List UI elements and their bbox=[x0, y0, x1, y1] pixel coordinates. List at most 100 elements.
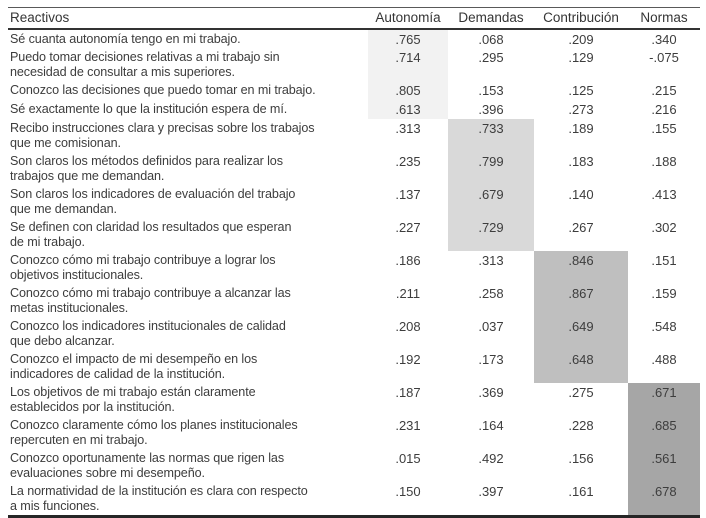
loading-cell: .068 bbox=[478, 32, 504, 47]
loading-cell: .275 bbox=[568, 385, 594, 400]
loading-cell: .273 bbox=[568, 102, 594, 117]
table-row: La normatividad de la institución es cla… bbox=[8, 482, 700, 517]
loading-cell: .227 bbox=[395, 220, 421, 235]
loading-cell: .140 bbox=[568, 187, 594, 202]
loading-cell: .137 bbox=[395, 187, 421, 202]
table-row: Los objetivos de mi trabajo están claram… bbox=[8, 383, 700, 416]
loading-cell: .037 bbox=[478, 319, 504, 334]
reactivo-cell: Conozco claramente cómo los planes insti… bbox=[10, 418, 298, 447]
reactivo-cell: Los objetivos de mi trabajo están claram… bbox=[10, 385, 256, 414]
table-row: Sé cuanta autonomía tengo en mi trabajo.… bbox=[8, 29, 700, 48]
loading-cell: .302 bbox=[651, 220, 677, 235]
loading-cell: .183 bbox=[568, 154, 594, 169]
loading-cell-highlighted: .867 bbox=[534, 284, 628, 317]
table-row: Conozco claramente cómo los planes insti… bbox=[8, 416, 700, 449]
table-row: Conozco oportunamente las normas que rig… bbox=[8, 449, 700, 482]
loading-cell-highlighted: .799 bbox=[448, 152, 534, 185]
loading-cell: .155 bbox=[651, 121, 677, 136]
loading-cell-highlighted: .733 bbox=[448, 119, 534, 152]
loading-cell: -.075 bbox=[649, 50, 679, 65]
table-row: Sé exactamente lo que la institución esp… bbox=[8, 100, 700, 119]
table-row: Conozco cómo mi trabajo contribuye a log… bbox=[8, 251, 700, 284]
loading-cell-highlighted: .678 bbox=[628, 482, 700, 517]
reactivo-cell: Conozco cómo mi trabajo contribuye a alc… bbox=[10, 286, 291, 315]
loading-cell: .340 bbox=[651, 32, 677, 47]
table-row: Conozco cómo mi trabajo contribuye a alc… bbox=[8, 284, 700, 317]
loading-cell-highlighted: .561 bbox=[628, 449, 700, 482]
reactivo-cell: Puedo tomar decisiones relativas a mi tr… bbox=[10, 50, 280, 79]
loading-cell: .159 bbox=[651, 286, 677, 301]
loading-cell: .492 bbox=[478, 451, 504, 466]
column-header-reactivos: Reactivos bbox=[8, 7, 368, 30]
factor-loadings-table-wrap: Reactivos Autonomía Demandas Contribució… bbox=[8, 7, 700, 518]
loading-cell: .150 bbox=[395, 484, 421, 499]
loading-cell: .173 bbox=[478, 352, 504, 367]
loading-cell-highlighted: .846 bbox=[534, 251, 628, 284]
column-header-demandas: Demandas bbox=[448, 7, 534, 30]
reactivo-cell: Conozco el impacto de mi desempeño en lo… bbox=[10, 352, 258, 381]
loading-cell: .258 bbox=[478, 286, 504, 301]
reactivo-cell: Sé cuanta autonomía tengo en mi trabajo. bbox=[10, 32, 241, 46]
loading-cell: .192 bbox=[395, 352, 421, 367]
loading-cell: .215 bbox=[651, 83, 677, 98]
loading-cell: .164 bbox=[478, 418, 504, 433]
reactivo-cell: Son claros los métodos definidos para re… bbox=[10, 154, 283, 183]
loading-cell: .208 bbox=[395, 319, 421, 334]
table-body: Sé cuanta autonomía tengo en mi trabajo.… bbox=[8, 29, 700, 517]
loading-cell: .369 bbox=[478, 385, 504, 400]
reactivo-cell: Sé exactamente lo que la institución esp… bbox=[10, 102, 288, 116]
table-row: Conozco las decisiones que puedo tomar e… bbox=[8, 81, 700, 100]
column-header-contribucion: Contribución bbox=[534, 7, 628, 30]
loading-cell: .156 bbox=[568, 451, 594, 466]
loading-cell-highlighted: .805 bbox=[368, 81, 448, 100]
loading-cell: .295 bbox=[478, 50, 504, 65]
loading-cell: .216 bbox=[651, 102, 677, 117]
table-row: Son claros los métodos definidos para re… bbox=[8, 152, 700, 185]
loading-cell: .228 bbox=[568, 418, 594, 433]
loading-cell: .209 bbox=[568, 32, 594, 47]
loading-cell: .397 bbox=[478, 484, 504, 499]
loading-cell-highlighted: .685 bbox=[628, 416, 700, 449]
loading-cell: .396 bbox=[478, 102, 504, 117]
table-row: Puedo tomar decisiones relativas a mi tr… bbox=[8, 48, 700, 81]
table-row: Se definen con claridad los resultados q… bbox=[8, 218, 700, 251]
loading-cell-highlighted: .714 bbox=[368, 48, 448, 81]
loading-cell: .548 bbox=[651, 319, 677, 334]
loading-cell: .189 bbox=[568, 121, 594, 136]
loading-cell: .488 bbox=[651, 352, 677, 367]
loading-cell: .313 bbox=[395, 121, 421, 136]
loading-cell: .231 bbox=[395, 418, 421, 433]
loading-cell: .313 bbox=[478, 253, 504, 268]
loading-cell-highlighted: .648 bbox=[534, 350, 628, 383]
loading-cell: .186 bbox=[395, 253, 421, 268]
factor-loadings-table: Reactivos Autonomía Demandas Contribució… bbox=[8, 7, 700, 518]
reactivo-cell: Conozco cómo mi trabajo contribuye a log… bbox=[10, 253, 276, 282]
loading-cell: .125 bbox=[568, 83, 594, 98]
loading-cell: .211 bbox=[395, 286, 421, 301]
loading-cell: .235 bbox=[395, 154, 421, 169]
reactivo-cell: Se definen con claridad los resultados q… bbox=[10, 220, 292, 249]
reactivo-cell: Conozco los indicadores institucionales … bbox=[10, 319, 286, 348]
reactivo-cell: La normatividad de la institución es cla… bbox=[10, 484, 308, 513]
table-row: Son claros los indicadores de evaluación… bbox=[8, 185, 700, 218]
loading-cell-highlighted: .649 bbox=[534, 317, 628, 350]
column-header-autonomia: Autonomía bbox=[368, 7, 448, 30]
column-header-normas: Normas bbox=[628, 7, 700, 30]
table-row: Conozco los indicadores institucionales … bbox=[8, 317, 700, 350]
loading-cell: .188 bbox=[651, 154, 677, 169]
loading-cell-highlighted: .613 bbox=[368, 100, 448, 119]
loading-cell: .015 bbox=[395, 451, 421, 466]
loading-cell: .187 bbox=[395, 385, 421, 400]
loading-cell-highlighted: .679 bbox=[448, 185, 534, 218]
loading-cell-highlighted: .765 bbox=[368, 29, 448, 48]
loading-cell: .129 bbox=[568, 50, 594, 65]
loading-cell: .151 bbox=[651, 253, 677, 268]
table-row: Recibo instrucciones clara y precisas so… bbox=[8, 119, 700, 152]
table-row: Conozco el impacto de mi desempeño en lo… bbox=[8, 350, 700, 383]
reactivo-cell: Son claros los indicadores de evaluación… bbox=[10, 187, 296, 216]
loading-cell: .161 bbox=[568, 484, 594, 499]
loading-cell: .267 bbox=[568, 220, 594, 235]
loading-cell: .413 bbox=[651, 187, 677, 202]
loading-cell-highlighted: .729 bbox=[448, 218, 534, 251]
loading-cell-highlighted: .671 bbox=[628, 383, 700, 416]
